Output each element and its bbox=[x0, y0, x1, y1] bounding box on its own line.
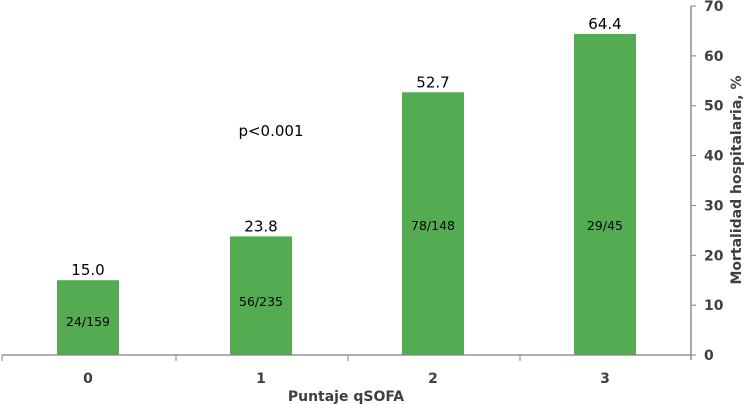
x-tick-label: 3 bbox=[600, 371, 610, 387]
bar-qsofa-1 bbox=[230, 236, 292, 355]
y-tick-label: 60 bbox=[704, 49, 724, 65]
bar-qsofa-0 bbox=[57, 280, 119, 355]
y-axis-title: Mortalidad hospitalaria, % bbox=[729, 75, 745, 284]
value-label: 23.8 bbox=[244, 217, 277, 235]
y-ticks: 0 10 20 30 40 50 60 70 bbox=[691, 0, 724, 364]
value-labels: 15.0 23.8 52.7 64.4 bbox=[71, 15, 621, 279]
y-tick-label: 70 bbox=[704, 0, 724, 15]
y-tick-label: 10 bbox=[704, 298, 724, 314]
bar-qsofa-3 bbox=[574, 33, 636, 356]
y-tick-label: 30 bbox=[704, 198, 724, 214]
y-tick-label: 50 bbox=[704, 99, 724, 115]
x-axis-title: Puntaje qSOFA bbox=[288, 389, 404, 405]
y-tick-label: 0 bbox=[704, 348, 714, 364]
bars bbox=[57, 33, 636, 356]
value-label: 64.4 bbox=[588, 15, 621, 33]
x-axis: 0 1 2 3 Puntaje qSOFA bbox=[1, 354, 691, 405]
value-label: 52.7 bbox=[416, 73, 449, 91]
count-label: 56/235 bbox=[239, 294, 283, 309]
count-label: 78/148 bbox=[411, 218, 455, 233]
bar-qsofa-2 bbox=[402, 92, 464, 355]
count-label: 24/159 bbox=[66, 314, 110, 329]
p-value-annotation: p<0.001 bbox=[238, 122, 303, 140]
y-axis: 0 10 20 30 40 50 60 70 Mortalidad hospitalaria,… bbox=[690, 0, 745, 364]
count-label: 29/45 bbox=[587, 218, 623, 233]
x-tick-label: 0 bbox=[83, 371, 93, 387]
count-labels: 24/159 56/235 78/148 29/45 bbox=[66, 218, 623, 329]
value-label: 15.0 bbox=[71, 261, 104, 279]
x-tick-label: 1 bbox=[256, 371, 266, 387]
x-tick-label: 2 bbox=[428, 371, 438, 387]
y-tick-label: 20 bbox=[704, 248, 724, 264]
y-tick-label: 40 bbox=[704, 149, 724, 165]
